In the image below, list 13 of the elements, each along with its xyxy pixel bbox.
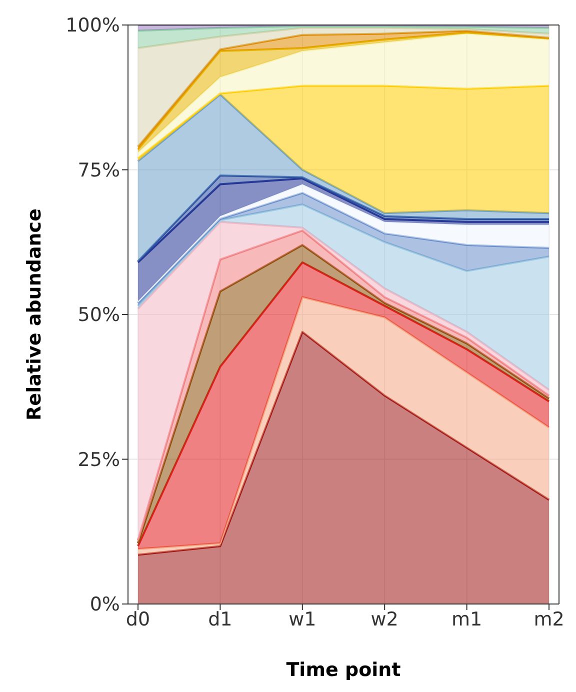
x-tick-label: w2: [370, 608, 398, 630]
y-tick-label: 25%: [78, 448, 120, 471]
y-tick-label: 75%: [78, 159, 120, 182]
x-tick-label: d0: [126, 608, 150, 630]
x-tick-label: m2: [534, 608, 564, 630]
y-tick-label: 50%: [78, 304, 120, 326]
x-tick-label: m1: [451, 608, 482, 630]
x-axis-title: Time point: [286, 659, 401, 681]
y-tick-label: 0%: [90, 594, 120, 616]
x-tick-label: d1: [208, 608, 232, 630]
x-tick-label: w1: [288, 608, 316, 630]
y-axis-title: Relative abundance: [24, 208, 46, 420]
y-tick-label: 100%: [66, 14, 120, 37]
